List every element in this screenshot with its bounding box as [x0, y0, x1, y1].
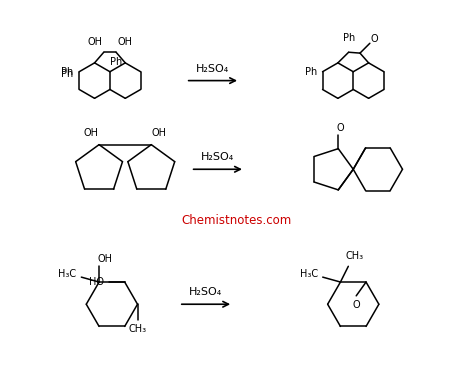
Text: O: O [371, 34, 379, 45]
Text: HO: HO [89, 277, 104, 287]
Text: H₂SO₄: H₂SO₄ [189, 287, 222, 297]
Text: CH₃: CH₃ [128, 324, 146, 334]
Text: OH: OH [84, 128, 99, 138]
Text: Chemistnotes.com: Chemistnotes.com [182, 214, 292, 227]
Text: H₃C: H₃C [300, 269, 318, 279]
Text: Ph: Ph [109, 57, 122, 67]
Text: O: O [352, 300, 360, 310]
Text: OH: OH [98, 254, 112, 264]
Text: OH: OH [118, 37, 132, 47]
Text: OH: OH [152, 128, 167, 138]
Text: Ph: Ph [343, 33, 355, 43]
Text: Ph: Ph [61, 69, 73, 79]
Text: H₂SO₄: H₂SO₄ [196, 64, 229, 74]
Text: OH: OH [87, 37, 102, 47]
Text: H₃C: H₃C [58, 269, 77, 279]
Text: CH₃: CH₃ [345, 251, 363, 261]
Text: Ph: Ph [61, 67, 73, 77]
Text: O: O [337, 123, 344, 133]
Text: H₂SO₄: H₂SO₄ [201, 153, 234, 162]
Text: Ph: Ph [305, 67, 317, 77]
